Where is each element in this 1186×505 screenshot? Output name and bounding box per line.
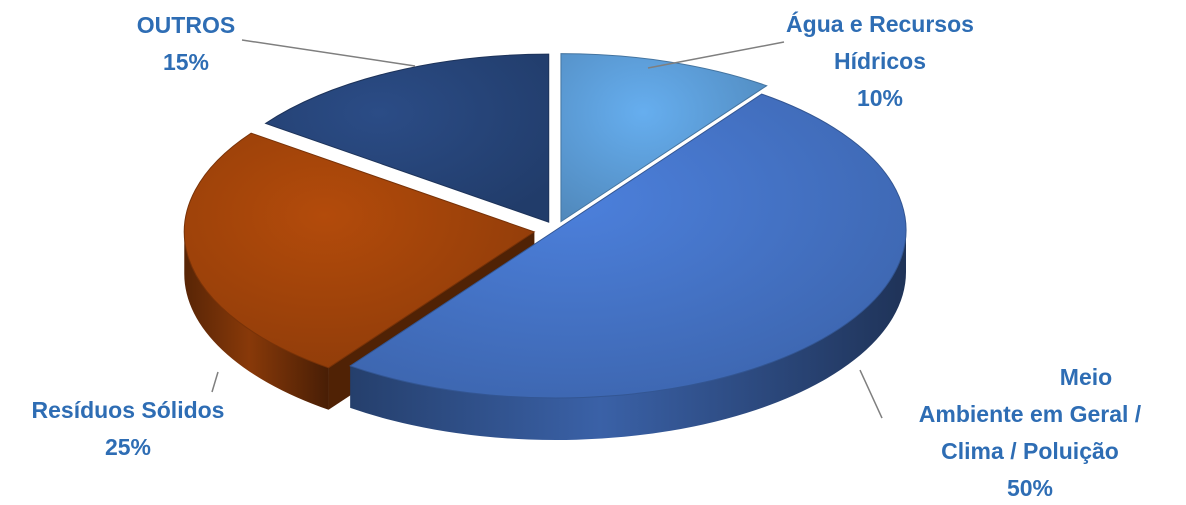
- slice-3: [183, 132, 536, 369]
- slice-label: Resíduos Sólidos: [32, 397, 225, 423]
- slice-label: Clima / Poluição: [941, 438, 1119, 464]
- slice-percent-label: 10%: [857, 85, 903, 111]
- leader-line: [211, 371, 219, 393]
- slice-percent-label: 50%: [1007, 475, 1053, 501]
- slice-label: Meio: [1060, 364, 1112, 390]
- slice-percent-label: 25%: [105, 434, 151, 460]
- slice-label: Água e Recursos: [786, 10, 974, 37]
- slice-side-wall: [350, 230, 906, 440]
- leader-line: [647, 41, 785, 69]
- leader-line: [241, 39, 416, 67]
- slice-1: [560, 53, 768, 223]
- slice-4: [264, 53, 550, 223]
- slice-label: Hídricos: [834, 48, 926, 74]
- slice-side-wall: [184, 231, 329, 410]
- slice-percent-label: 15%: [163, 49, 209, 75]
- slice-2: [349, 93, 907, 399]
- leader-line: [859, 369, 883, 419]
- slice-label: OUTROS: [137, 12, 235, 38]
- slice-label: Ambiente em Geral /: [919, 401, 1142, 427]
